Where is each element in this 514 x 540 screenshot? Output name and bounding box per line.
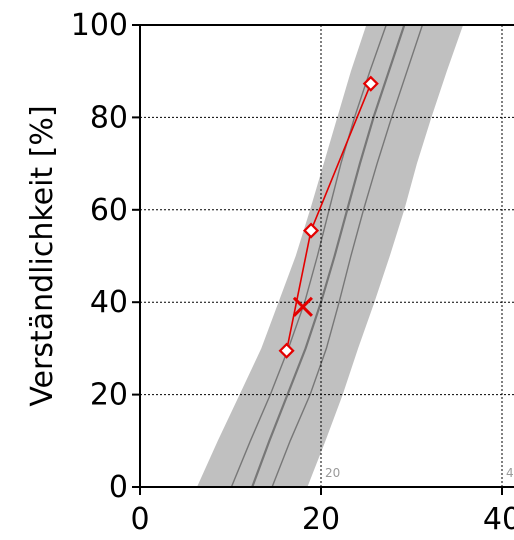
data-series <box>278 75 379 359</box>
reference-band <box>197 25 464 487</box>
reference-curve <box>230 25 387 487</box>
x-tick-label: 20 <box>302 502 340 537</box>
y-tick-label: 20 <box>90 378 128 413</box>
data-point-diamond <box>302 222 320 239</box>
y-tick-label: 60 <box>90 193 128 228</box>
y-axis-title: Verständlichkeit [%] <box>25 105 60 406</box>
grid-note-label: 40 <box>506 466 514 480</box>
y-tick-label: 0 <box>109 470 128 505</box>
reference-curve <box>271 25 424 487</box>
data-point-diamond <box>278 342 295 359</box>
y-tick-label: 100 <box>71 8 128 43</box>
x-tick-label: 40 <box>483 502 514 537</box>
axes <box>139 24 514 488</box>
data-point-diamond <box>362 75 379 92</box>
y-tick-label: 80 <box>90 100 128 135</box>
reference-curve <box>251 25 406 487</box>
x-marker <box>292 296 313 317</box>
grid-note-label: 20 <box>325 466 340 480</box>
y-tick-label: 40 <box>90 285 128 320</box>
reference-band-area <box>197 25 464 487</box>
x-tick-label: 0 <box>130 502 149 537</box>
